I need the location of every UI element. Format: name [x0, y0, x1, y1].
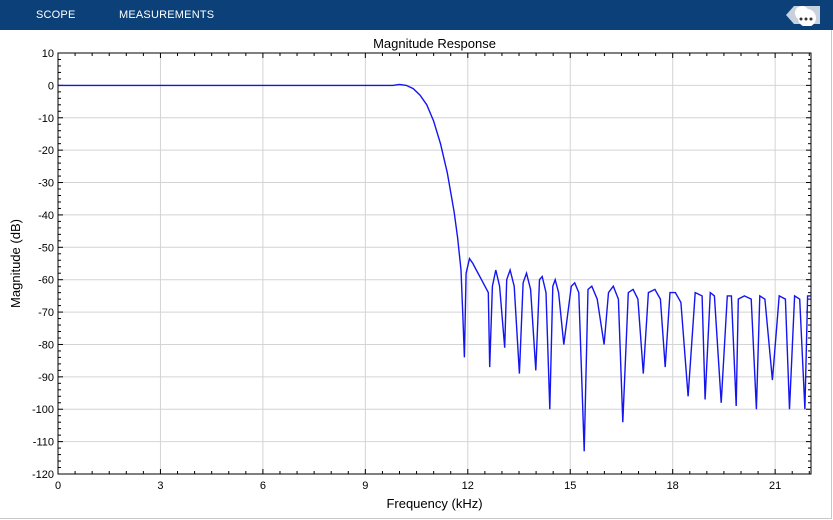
- y-tick-label: -60: [38, 275, 54, 287]
- y-tick-label: -120: [32, 469, 54, 481]
- y-tick-label: 10: [42, 48, 54, 60]
- plot-grid: [57, 52, 811, 475]
- y-tick-label: -30: [38, 178, 54, 190]
- y-tick-label: -90: [38, 372, 54, 384]
- chart-title: Magnitude Response: [373, 36, 496, 51]
- y-tick-label: 0: [48, 80, 54, 92]
- y-tick-label: -80: [38, 339, 54, 351]
- scope-window: [0, 30, 832, 519]
- y-tick-label: -10: [38, 113, 54, 125]
- x-tick-label: 15: [564, 480, 576, 492]
- x-tick-label: 6: [260, 480, 266, 492]
- tick-labels: 0 3 6 9 12 15 18 21 10 0 -10 -20 -30 -40 -50 -60 -70 -80 -…: [32, 48, 781, 492]
- y-tick-label: -110: [33, 437, 54, 449]
- x-tick-label: 3: [157, 480, 163, 492]
- x-tick-label: 0: [55, 480, 61, 492]
- plot-ticks: [57, 52, 811, 475]
- x-tick-label: 18: [667, 480, 679, 492]
- x-tick-label: 9: [362, 480, 368, 492]
- magnitude-response-plot: 0 3 6 9 12 15 18 21 10 0 -10 -20 -30 -40 -50 -60 -70 -80 -…: [8, 36, 812, 511]
- y-tick-label: -20: [38, 145, 54, 157]
- ellipsis-icon: [795, 6, 816, 26]
- collapse-toolstrip-button[interactable]: [778, 4, 820, 26]
- x-tick-label: 12: [462, 480, 474, 492]
- x-axis-label: Frequency (kHz): [386, 496, 482, 511]
- toolstrip: SCOPE MEASUREMENTS: [0, 0, 833, 30]
- y-tick-label: -100: [32, 404, 54, 416]
- y-tick-label: -40: [38, 210, 54, 222]
- tab-measurements[interactable]: MEASUREMENTS: [119, 9, 215, 21]
- y-tick-label: -50: [38, 242, 54, 254]
- y-tick-label: -70: [38, 307, 54, 319]
- plot-frame: [57, 52, 812, 475]
- x-tick-label: 21: [769, 480, 781, 492]
- magnitude-line: [58, 83, 811, 452]
- y-axis-label: Magnitude (dB): [8, 219, 23, 308]
- tab-scope[interactable]: SCOPE: [36, 9, 76, 21]
